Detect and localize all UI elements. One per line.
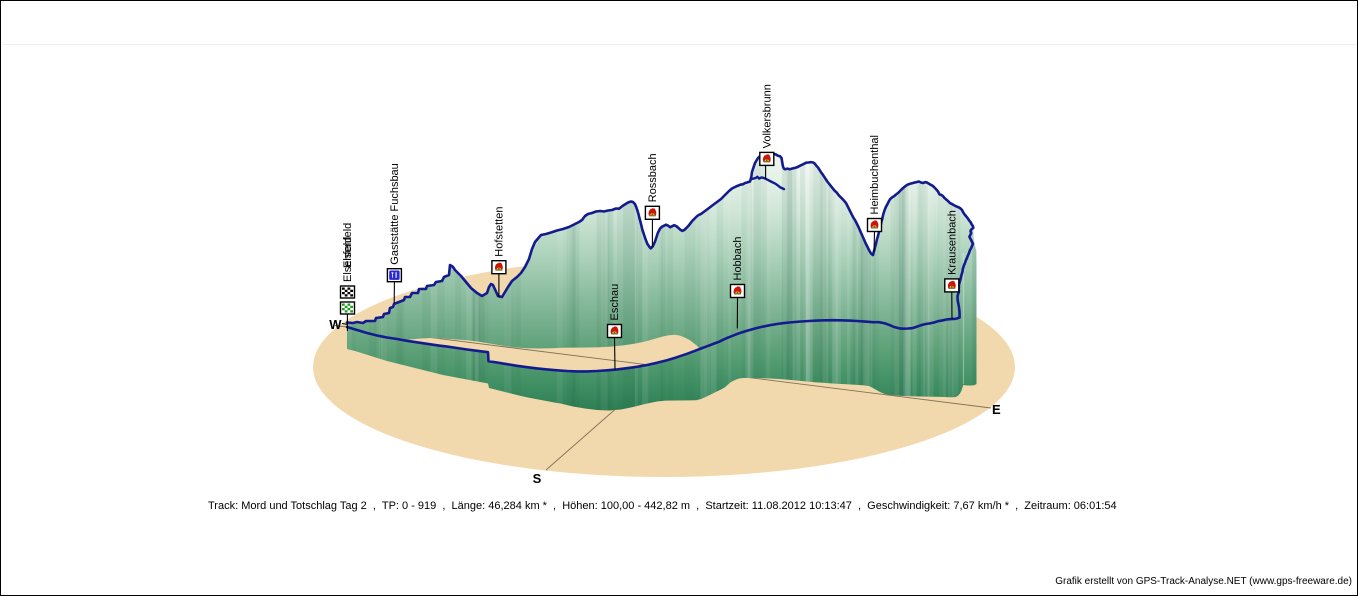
marker-volkersbrunn: Volkersbrunn <box>759 84 775 179</box>
compass-label-east: E <box>992 402 1001 417</box>
marker-label-eschau: Eschau <box>609 284 621 321</box>
compass-label-south: S <box>533 471 542 486</box>
marker-label-hofstetten: Hofstetten <box>493 207 505 257</box>
compass-label-west: W <box>329 317 342 332</box>
marker-label2-elsenfeld: Elsenfeld <box>342 223 354 268</box>
marker-label-gaststaette-fuchsbau: Gaststätte Fuchsbau <box>389 163 401 265</box>
marker-rossbach: Rossbach <box>644 153 661 247</box>
marker-label-krausenbach: Krausenbach <box>946 210 958 275</box>
elevation-profile-branch-line <box>750 175 786 191</box>
marker-label-elsenfeld: Elsenfeld <box>342 237 354 282</box>
compass-west-tick <box>341 323 349 325</box>
marker-start <box>339 301 356 331</box>
marker-label-hobbach: Hobbach <box>732 236 744 280</box>
marker-ziel <box>339 285 356 299</box>
marker-label-heimbuchenthal: Heimbuchenthal <box>869 135 881 215</box>
marker-stem-heimbuchenthal <box>873 231 876 253</box>
ground-track-line <box>345 316 961 373</box>
marker-hobbach: Hobbach <box>729 236 746 329</box>
compass-axis-south-north <box>545 409 616 471</box>
credit-line: Grafik erstellt von GPS-Track-Analyse.NE… <box>1055 576 1352 587</box>
marker-label-rossbach: Rossbach <box>647 153 659 202</box>
marker-eschau: Eschau <box>606 284 623 370</box>
marker-heimbuchenthal: Heimbuchenthal <box>866 135 883 253</box>
marker-label-volkersbrunn: Volkersbrunn <box>761 84 773 148</box>
marker-hofstetten: Hofstetten <box>491 207 507 298</box>
marker-krausenbach: Krausenbach <box>944 210 960 320</box>
track-stats-line: Track: Mord und Totschlag Tag 2 , TP: 0 … <box>208 500 1117 512</box>
marker-gaststaette-fuchsbau: Gaststätte Fuchsbau <box>386 163 403 304</box>
elevation-profile-line <box>345 152 975 325</box>
marker-stem-eschau <box>613 337 616 370</box>
